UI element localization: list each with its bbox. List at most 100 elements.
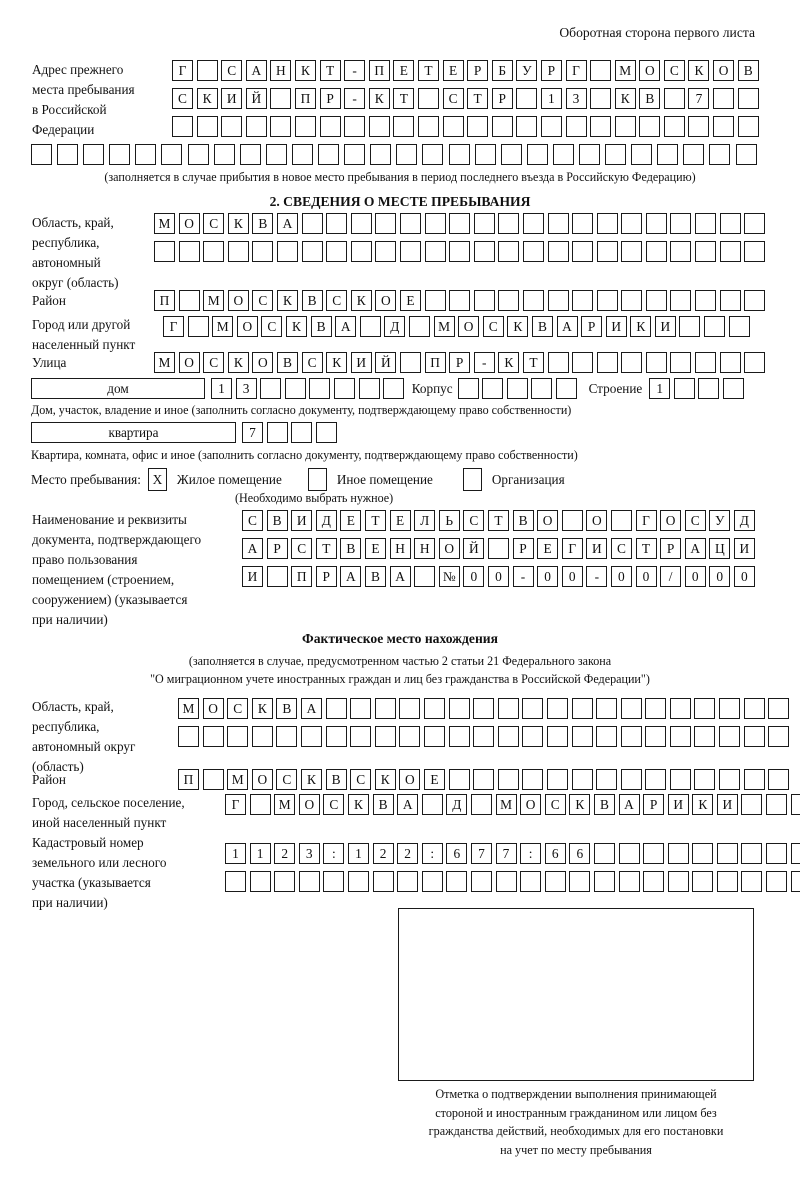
actual-region-cell-r1-9[interactable] bbox=[374, 698, 396, 719]
prev-address-cell-r3-19[interactable] bbox=[614, 116, 636, 137]
section2-city-cell-12[interactable]: М bbox=[433, 316, 455, 337]
cadastral-cell-r1-24[interactable] bbox=[790, 843, 800, 864]
section2-street-cell-3[interactable]: С bbox=[203, 352, 225, 373]
actual-city-cell-2[interactable] bbox=[249, 794, 271, 815]
section2-region-cell-r1-19[interactable] bbox=[596, 213, 618, 234]
section2-region-cell-r1-15[interactable] bbox=[498, 213, 520, 234]
prev-address-cell-r2-8[interactable]: - bbox=[344, 88, 366, 109]
prev-address-cell-r2-13[interactable]: Т bbox=[467, 88, 489, 109]
section2-district-cell-16[interactable] bbox=[522, 290, 544, 311]
document-cell-r1-7[interactable]: Е bbox=[389, 510, 411, 531]
section2-district-cell-3[interactable]: М bbox=[203, 290, 225, 311]
prev-address-cell-r1-22[interactable]: К bbox=[688, 60, 710, 81]
prev-address-cell-r2-11[interactable] bbox=[417, 88, 439, 109]
actual-city-cell-1[interactable]: Г bbox=[225, 794, 246, 815]
actual-district-cell-24[interactable] bbox=[743, 769, 765, 790]
actual-city-cell-12[interactable]: М bbox=[495, 794, 517, 815]
section2-city-cell-24[interactable] bbox=[728, 316, 750, 337]
document-cell-r1-4[interactable]: Д bbox=[315, 510, 337, 531]
actual-city-cell-13[interactable]: О bbox=[520, 794, 542, 815]
prev-address-cell-r4-4[interactable] bbox=[109, 144, 131, 165]
actual-district-cell-3[interactable]: М bbox=[227, 769, 249, 790]
actual-district-cell-16[interactable] bbox=[546, 769, 568, 790]
prev-address-cell-r3-15[interactable] bbox=[516, 116, 538, 137]
actual-district-cell-7[interactable]: В bbox=[325, 769, 347, 790]
cadastral-cell-r2-1[interactable] bbox=[225, 871, 246, 892]
actual-city-cell-18[interactable]: Р bbox=[643, 794, 665, 815]
section2-district-cell-11[interactable]: Е bbox=[399, 290, 421, 311]
actual-region-cell-r2-2[interactable] bbox=[202, 726, 224, 747]
cadastral-cell-r1-22[interactable] bbox=[741, 843, 763, 864]
document-cell-r3-16[interactable]: 0 bbox=[610, 566, 632, 587]
section2-flat-row[interactable]: квартира 7 bbox=[31, 422, 340, 443]
prev-address-cell-r4-11[interactable] bbox=[291, 144, 313, 165]
section2-region-cell-r1-13[interactable] bbox=[449, 213, 471, 234]
section2-region-cell-r2-17[interactable] bbox=[547, 241, 569, 262]
section2-region-cell-r1-24[interactable] bbox=[719, 213, 741, 234]
cadastral-cell-r2-17[interactable] bbox=[618, 871, 640, 892]
actual-district-cell-20[interactable] bbox=[645, 769, 667, 790]
section2-district-cell-1[interactable]: П bbox=[154, 290, 175, 311]
cadastral-cell-r1-11[interactable]: 7 bbox=[470, 843, 492, 864]
actual-region-cell-r2-4[interactable] bbox=[251, 726, 273, 747]
prev-address-cell-r3-3[interactable] bbox=[221, 116, 243, 137]
prev-address-cell-r3-6[interactable] bbox=[294, 116, 316, 137]
section2-region-cell-r1-18[interactable] bbox=[572, 213, 594, 234]
prev-address-cell-r3-1[interactable] bbox=[172, 116, 193, 137]
cadastral-cell-r1-7[interactable]: 2 bbox=[372, 843, 394, 864]
cadastral-cell-r1-3[interactable]: 2 bbox=[274, 843, 296, 864]
section2-street-cell-13[interactable]: Р bbox=[449, 352, 471, 373]
actual-region-cell-r1-17[interactable] bbox=[571, 698, 593, 719]
document-cell-r2-19[interactable]: А bbox=[684, 538, 706, 559]
flat-cell-4[interactable] bbox=[315, 422, 337, 443]
prev-address-cell-r2-15[interactable] bbox=[516, 88, 538, 109]
section2-city-cell-17[interactable]: А bbox=[556, 316, 578, 337]
section2-street-cell-5[interactable]: О bbox=[252, 352, 274, 373]
prev-address-cell-r3-24[interactable] bbox=[737, 116, 759, 137]
section2-district-cell-23[interactable] bbox=[695, 290, 717, 311]
section2-city-cell-18[interactable]: Р bbox=[581, 316, 603, 337]
actual-region-cell-r2-8[interactable] bbox=[350, 726, 372, 747]
house-cell-6[interactable] bbox=[333, 378, 355, 399]
section2-region-cell-r2-19[interactable] bbox=[596, 241, 618, 262]
document-cell-r1-5[interactable]: Е bbox=[340, 510, 362, 531]
section2-city-cell-22[interactable] bbox=[679, 316, 701, 337]
section2-city-cell-19[interactable]: И bbox=[605, 316, 627, 337]
section2-district-cell-21[interactable] bbox=[645, 290, 667, 311]
actual-city-cell-17[interactable]: А bbox=[618, 794, 640, 815]
cadastral-cell-r2-2[interactable] bbox=[249, 871, 271, 892]
prev-address-cell-r1-11[interactable]: Т bbox=[417, 60, 439, 81]
section2-region-cell-r2-7[interactable] bbox=[301, 241, 323, 262]
prev-address-cell-r1-21[interactable]: С bbox=[663, 60, 685, 81]
prev-address-cell-r4-20[interactable] bbox=[526, 144, 548, 165]
actual-region-cell-r1-1[interactable]: М bbox=[178, 698, 199, 719]
document-cell-r1-6[interactable]: Т bbox=[364, 510, 386, 531]
section2-district-cell-14[interactable] bbox=[473, 290, 495, 311]
prev-address-cell-r1-5[interactable]: Н bbox=[270, 60, 292, 81]
section2-region-cell-r2-25[interactable] bbox=[744, 241, 766, 262]
section2-region-cell-r2-24[interactable] bbox=[719, 241, 741, 262]
prev-address-cell-r4-13[interactable] bbox=[344, 144, 366, 165]
section2-street-cell-9[interactable]: И bbox=[350, 352, 372, 373]
prev-address-cell-r2-10[interactable]: Т bbox=[393, 88, 415, 109]
prev-address-cell-r4-19[interactable] bbox=[500, 144, 522, 165]
section2-district-cell-9[interactable]: К bbox=[350, 290, 372, 311]
cadastral-cell-r2-21[interactable] bbox=[716, 871, 738, 892]
prev-address-cell-r3-11[interactable] bbox=[417, 116, 439, 137]
actual-district-cell-25[interactable] bbox=[768, 769, 790, 790]
prev-address-cell-r1-19[interactable]: М bbox=[614, 60, 636, 81]
cadastral-cell-r1-6[interactable]: 1 bbox=[347, 843, 369, 864]
house-cell-8[interactable] bbox=[383, 378, 405, 399]
section2-city-cell-14[interactable]: С bbox=[482, 316, 504, 337]
actual-region-cell-r1-14[interactable] bbox=[497, 698, 519, 719]
actual-region-cell-r2-9[interactable] bbox=[374, 726, 396, 747]
section2-district-cell-19[interactable] bbox=[596, 290, 618, 311]
house-cell-1[interactable]: 1 bbox=[211, 378, 232, 399]
section2-region-cell-r2-6[interactable] bbox=[276, 241, 298, 262]
prev-address-cell-r1-8[interactable]: - bbox=[344, 60, 366, 81]
section2-street-cell-11[interactable] bbox=[399, 352, 421, 373]
prev-address-cell-r3-7[interactable] bbox=[319, 116, 341, 137]
